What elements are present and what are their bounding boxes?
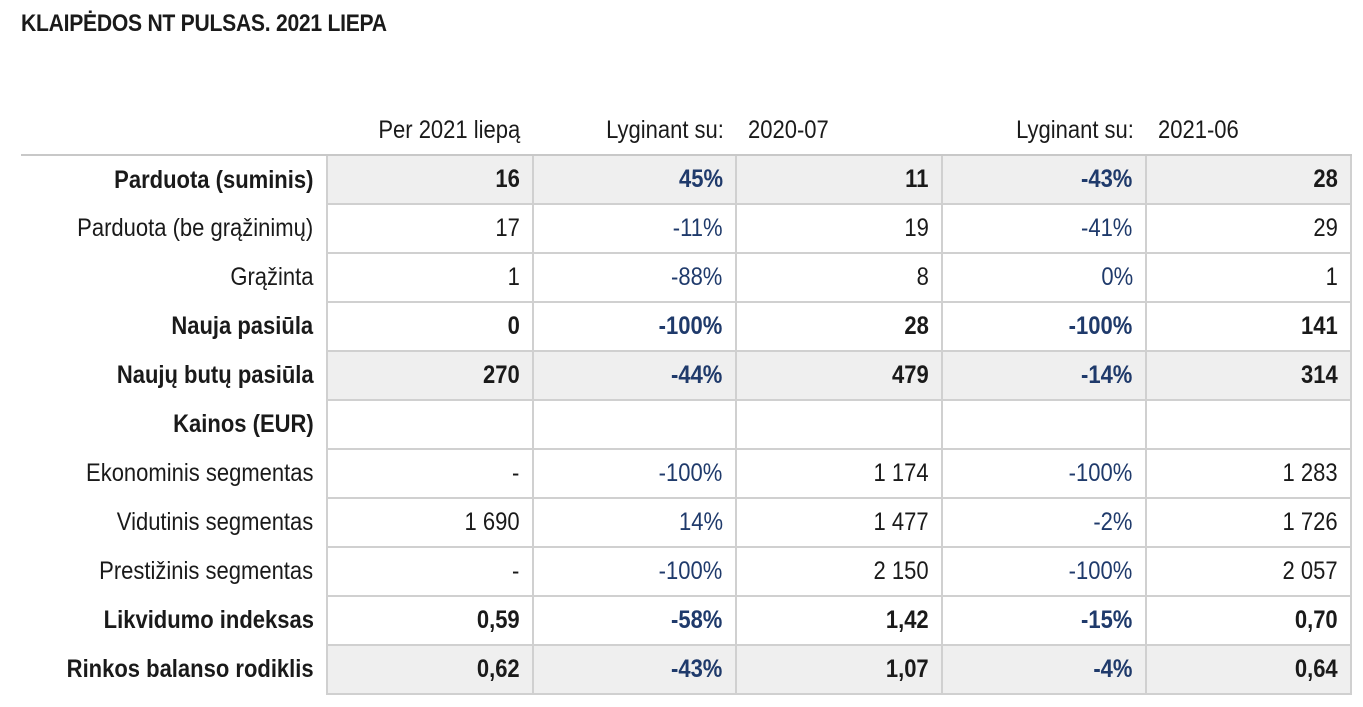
table-row: Likvidumo indeksas 0,59 -58% 1,42 -15% 0,70 (21, 595, 1352, 646)
table-row: Vidutinis segmentas 1 690 14% 1 477 -2% 1 726 (21, 497, 1352, 548)
change-vs-period-1-cell: -58% (531, 595, 737, 646)
header-empty-cell (21, 107, 327, 156)
header-period-2: 2021-06 (1145, 107, 1351, 156)
period-1-value-cell: 1 174 (734, 448, 943, 499)
current-value-cell: 1 690 (325, 497, 534, 548)
period-2-value-cell: 314 (1144, 350, 1352, 401)
current-value-cell (325, 399, 534, 450)
header-row: Per 2021 liepą Lyginant su: 2020-07 Lygi… (21, 107, 1351, 156)
current-value-cell: 0 (325, 301, 534, 352)
period-1-value-cell: 8 (734, 252, 943, 303)
header-period-1: 2020-07 (735, 107, 942, 156)
current-value-cell: 270 (325, 350, 534, 401)
current-value-cell: 17 (325, 203, 534, 254)
current-value-cell: 0,59 (325, 595, 534, 646)
period-2-value-cell: 1 726 (1144, 497, 1352, 548)
row-label: Prestižinis segmentas (99, 557, 314, 585)
table-row: Kainos (EUR) (21, 399, 1352, 450)
period-1-value-cell: 2 150 (734, 546, 943, 597)
period-1-value-cell: 19 (734, 203, 943, 254)
change-vs-period-2-cell: -43% (940, 154, 1147, 205)
row-label: Naujų butų pasiūla (116, 361, 314, 389)
change-vs-period-2-cell: -100% (940, 301, 1147, 352)
period-2-value-cell (1144, 399, 1352, 450)
change-vs-period-2-cell: -100% (940, 448, 1147, 499)
change-vs-period-2-cell: -2% (940, 497, 1147, 548)
table-row: Parduota (be grąžinimų) 17 -11% 19 -41% 29 (21, 203, 1352, 254)
table-row: Rinkos balanso rodiklis 0,62 -43% 1,07 -4% 0,… (21, 644, 1352, 695)
period-1-value-cell: 1,42 (734, 595, 943, 646)
current-value-cell: - (325, 448, 534, 499)
change-vs-period-1-cell: -44% (531, 350, 737, 401)
period-2-value-cell: 141 (1144, 301, 1352, 352)
table-row: Nauja pasiūla 0 -100% 28 -100% 141 (21, 301, 1352, 352)
table-row: Parduota (suminis) 16 45% 11 -43% 28 (21, 154, 1352, 205)
market-pulse-table: Per 2021 liepą Lyginant su: 2020-07 Lygi… (21, 107, 1352, 695)
period-1-value-cell: 479 (734, 350, 943, 401)
change-vs-period-2-cell: -4% (940, 644, 1147, 695)
change-vs-period-2-cell: -14% (940, 350, 1147, 401)
row-label: Rinkos balanso rodiklis (66, 655, 314, 683)
change-vs-period-2-cell: -41% (940, 203, 1147, 254)
current-value-cell: 0,62 (325, 644, 534, 695)
table-row: Ekonominis segmentas - -100% 1 174 -100% 1 28… (21, 448, 1352, 499)
current-value-cell: - (325, 546, 534, 597)
change-vs-period-2-cell: -100% (940, 546, 1147, 597)
period-1-value-cell: 1,07 (734, 644, 943, 695)
table-row: Naujų butų pasiūla 270 -44% 479 -14% 314 (21, 350, 1352, 401)
row-label: Likvidumo indeksas (103, 606, 314, 634)
period-2-value-cell: 28 (1144, 154, 1352, 205)
row-label: Grąžinta (230, 263, 314, 291)
period-1-value-cell: 1 477 (734, 497, 943, 548)
change-vs-period-1-cell: -100% (531, 448, 737, 499)
change-vs-period-1-cell: -43% (531, 644, 737, 695)
change-vs-period-2-cell: -15% (940, 595, 1147, 646)
change-vs-period-1-cell: -100% (531, 301, 737, 352)
period-1-value-cell: 28 (734, 301, 943, 352)
change-vs-period-1-cell (531, 399, 737, 450)
page-title: KLAIPĖDOS NT PULSAS. 2021 LIEPA (21, 10, 387, 37)
header-compare-label-1: Lyginant su: (532, 107, 736, 156)
change-vs-period-1-cell: 45% (531, 154, 737, 205)
change-vs-period-1-cell: -88% (531, 252, 737, 303)
change-vs-period-2-cell: 0% (940, 252, 1147, 303)
period-2-value-cell: 0,64 (1144, 644, 1352, 695)
current-value-cell: 16 (325, 154, 534, 205)
period-2-value-cell: 2 057 (1144, 546, 1352, 597)
header-current-period: Per 2021 liepą (326, 107, 533, 156)
period-2-value-cell: 29 (1144, 203, 1352, 254)
change-vs-period-1-cell: 14% (531, 497, 737, 548)
period-1-value-cell: 11 (734, 154, 943, 205)
table-row: Prestižinis segmentas - -100% 2 150 -100% 2 0… (21, 546, 1352, 597)
row-label: Parduota (be grąžinimų) (77, 214, 314, 242)
current-value-cell: 1 (325, 252, 534, 303)
change-vs-period-2-cell (940, 399, 1147, 450)
period-2-value-cell: 1 283 (1144, 448, 1352, 499)
row-label: Parduota (suminis) (114, 165, 314, 194)
row-label: Nauja pasiūla (171, 312, 314, 340)
change-vs-period-1-cell: -11% (531, 203, 737, 254)
row-label: Vidutinis segmentas (117, 508, 314, 536)
row-label: Kainos (EUR) (173, 410, 314, 438)
change-vs-period-1-cell: -100% (531, 546, 737, 597)
row-label: Ekonominis segmentas (86, 459, 314, 487)
header-compare-label-2: Lyginant su: (941, 107, 1146, 156)
period-2-value-cell: 1 (1144, 252, 1352, 303)
period-1-value-cell (734, 399, 943, 450)
table-row: Grąžinta 1 -88% 8 0% 1 (21, 252, 1352, 303)
period-2-value-cell: 0,70 (1144, 595, 1352, 646)
